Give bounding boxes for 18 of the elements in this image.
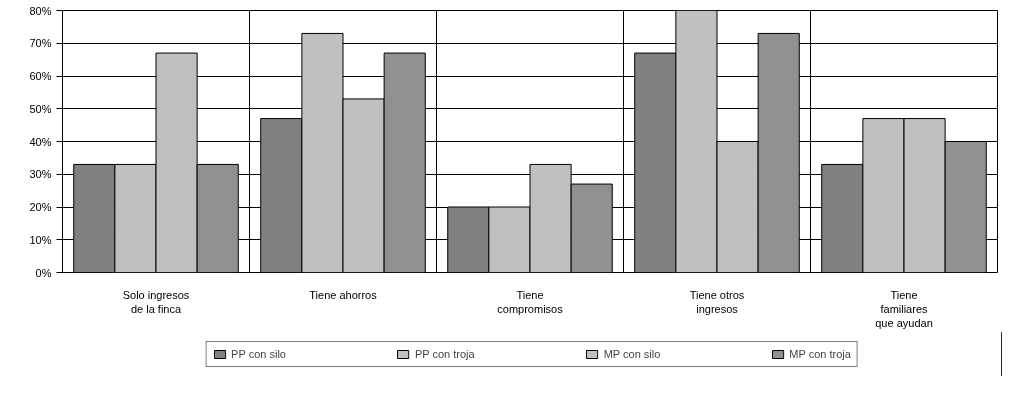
x-tick-label: Tiene compromisos — [497, 288, 564, 315]
y-tick-label: 50% — [29, 102, 52, 115]
y-tick-label: 70% — [29, 37, 52, 50]
x-tick-label: Tiene familiares que ayudan — [875, 288, 933, 330]
y-tick-label: 0% — [35, 266, 52, 279]
y-tick-label: 60% — [29, 70, 52, 82]
legend-label: MP con troja — [789, 348, 851, 360]
y-tick-label: 30% — [29, 168, 52, 181]
x-tick-label: Solo ingresos de la finca — [122, 288, 190, 315]
x-tick-label: Tiene otros ingresos — [689, 288, 745, 315]
legend-label: PP con troja — [414, 348, 475, 360]
x-tick-label: Tiene ahorros — [309, 288, 378, 301]
y-tick-label: 10% — [29, 233, 52, 246]
legend-label: MP con silo — [603, 348, 661, 360]
y-tick-label: 40% — [29, 135, 52, 148]
y-tick-label: 80% — [29, 4, 52, 17]
y-tick-label: 20% — [29, 201, 52, 213]
legend-label: PP con silo — [231, 348, 286, 360]
